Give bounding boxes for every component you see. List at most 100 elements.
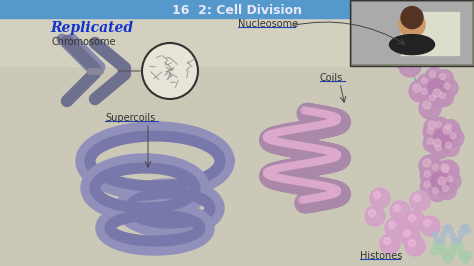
Circle shape	[310, 159, 317, 165]
Circle shape	[312, 106, 332, 126]
Circle shape	[447, 252, 455, 260]
Circle shape	[298, 139, 318, 160]
Circle shape	[318, 143, 338, 163]
Circle shape	[328, 119, 335, 126]
Circle shape	[276, 124, 296, 144]
Circle shape	[267, 131, 274, 138]
Circle shape	[443, 226, 449, 232]
Circle shape	[419, 155, 441, 177]
Circle shape	[451, 241, 459, 249]
Circle shape	[272, 171, 292, 191]
Circle shape	[310, 106, 330, 126]
Circle shape	[435, 145, 441, 151]
Circle shape	[328, 114, 347, 134]
Circle shape	[417, 84, 435, 102]
Circle shape	[328, 155, 334, 162]
Circle shape	[273, 165, 281, 172]
Circle shape	[330, 190, 337, 197]
Circle shape	[439, 74, 446, 80]
Circle shape	[264, 171, 272, 178]
Circle shape	[289, 138, 310, 158]
Circle shape	[324, 120, 331, 127]
Circle shape	[327, 181, 346, 201]
Circle shape	[318, 107, 337, 127]
Circle shape	[261, 131, 281, 151]
Circle shape	[286, 123, 306, 143]
Circle shape	[326, 115, 346, 135]
Circle shape	[329, 149, 349, 169]
Circle shape	[324, 181, 345, 201]
Circle shape	[313, 109, 320, 116]
Circle shape	[269, 134, 289, 154]
Circle shape	[333, 150, 340, 157]
Circle shape	[264, 133, 271, 140]
Circle shape	[330, 118, 337, 125]
Circle shape	[267, 162, 287, 182]
Circle shape	[333, 188, 340, 195]
Circle shape	[263, 128, 283, 148]
Circle shape	[297, 161, 304, 168]
Circle shape	[328, 112, 335, 119]
Circle shape	[280, 172, 300, 192]
Circle shape	[399, 55, 421, 77]
Circle shape	[327, 115, 346, 135]
Circle shape	[283, 137, 303, 157]
Circle shape	[309, 155, 329, 175]
Circle shape	[436, 88, 454, 106]
Circle shape	[328, 191, 335, 198]
Circle shape	[320, 116, 340, 136]
Circle shape	[324, 111, 331, 118]
Circle shape	[333, 152, 340, 159]
Circle shape	[329, 185, 349, 205]
Circle shape	[329, 183, 349, 203]
Circle shape	[264, 170, 271, 177]
Circle shape	[270, 130, 277, 137]
Circle shape	[325, 151, 345, 171]
Circle shape	[305, 177, 326, 197]
Circle shape	[285, 159, 305, 179]
Circle shape	[286, 163, 293, 169]
Circle shape	[264, 127, 284, 147]
Circle shape	[261, 167, 281, 187]
Circle shape	[425, 91, 443, 109]
Circle shape	[403, 48, 421, 66]
Circle shape	[453, 239, 461, 247]
Circle shape	[285, 137, 305, 157]
Circle shape	[332, 114, 339, 121]
Circle shape	[321, 110, 328, 118]
Circle shape	[310, 177, 329, 197]
Circle shape	[273, 129, 280, 136]
Circle shape	[331, 113, 338, 120]
Circle shape	[264, 134, 271, 141]
Circle shape	[450, 133, 456, 139]
Circle shape	[264, 169, 284, 189]
Circle shape	[264, 133, 283, 153]
Circle shape	[266, 172, 273, 178]
Circle shape	[458, 231, 465, 236]
Circle shape	[461, 225, 466, 231]
Circle shape	[279, 175, 286, 182]
Circle shape	[261, 129, 281, 149]
Circle shape	[305, 196, 312, 202]
Circle shape	[304, 192, 324, 211]
Circle shape	[277, 128, 284, 135]
Circle shape	[322, 116, 342, 136]
Circle shape	[330, 113, 350, 132]
Circle shape	[323, 188, 343, 207]
Circle shape	[269, 162, 289, 182]
Circle shape	[300, 104, 319, 124]
Circle shape	[318, 189, 337, 209]
Circle shape	[265, 168, 272, 175]
Circle shape	[330, 113, 350, 133]
Circle shape	[305, 123, 311, 131]
Circle shape	[333, 187, 340, 194]
Circle shape	[413, 194, 420, 202]
Circle shape	[294, 175, 315, 195]
Circle shape	[312, 158, 319, 165]
Circle shape	[328, 182, 347, 202]
Circle shape	[452, 238, 458, 244]
Circle shape	[403, 30, 421, 48]
Circle shape	[408, 39, 426, 57]
Text: Nucleosome: Nucleosome	[238, 19, 298, 29]
Circle shape	[300, 124, 307, 131]
